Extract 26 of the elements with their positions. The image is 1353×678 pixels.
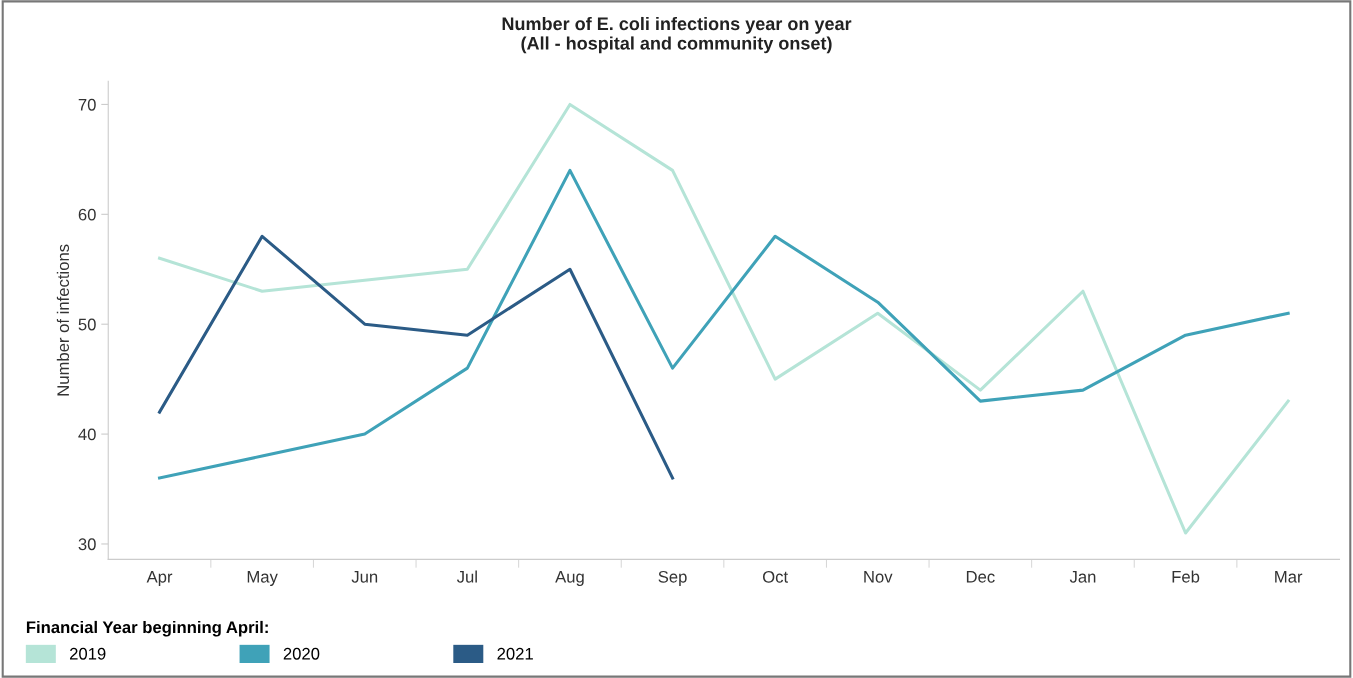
line-series [158,234,675,480]
line-series [158,102,1290,535]
legend-label: 2021 [497,647,533,660]
x-tick-label: Sep [658,570,687,586]
y-tick-label: 30 [78,538,96,551]
y-tick-label: 60 [78,208,96,221]
x-tick-label: Nov [864,571,893,583]
legend-label: 2020 [283,647,320,660]
y-axis-title: Number of infections [56,244,70,396]
x-tick-label: Feb [1172,570,1200,583]
x-tick-label: Apr [146,571,173,586]
y-tick-label: 50 [78,318,96,331]
x-tick-label: Mar [1275,571,1303,583]
legend-title: Financial Year beginning April: [26,620,268,637]
y-tick-label: 70 [78,98,96,111]
x-tick-label: Jul [456,570,477,583]
legend-label: 2019 [70,647,106,660]
x-tick-label: Oct [762,570,788,583]
x-tick-label: Jun [351,571,378,583]
x-tick-label: Jan [1069,571,1096,583]
x-tick-label: Dec [966,571,995,583]
x-tick-label: Aug [555,571,584,586]
chart-title: Number of E. coli infections year on year (All - hospital and community onset) [502,16,852,54]
line-series [158,168,1290,480]
y-tick-label: 40 [78,428,96,441]
x-tick-label: May [247,571,278,586]
